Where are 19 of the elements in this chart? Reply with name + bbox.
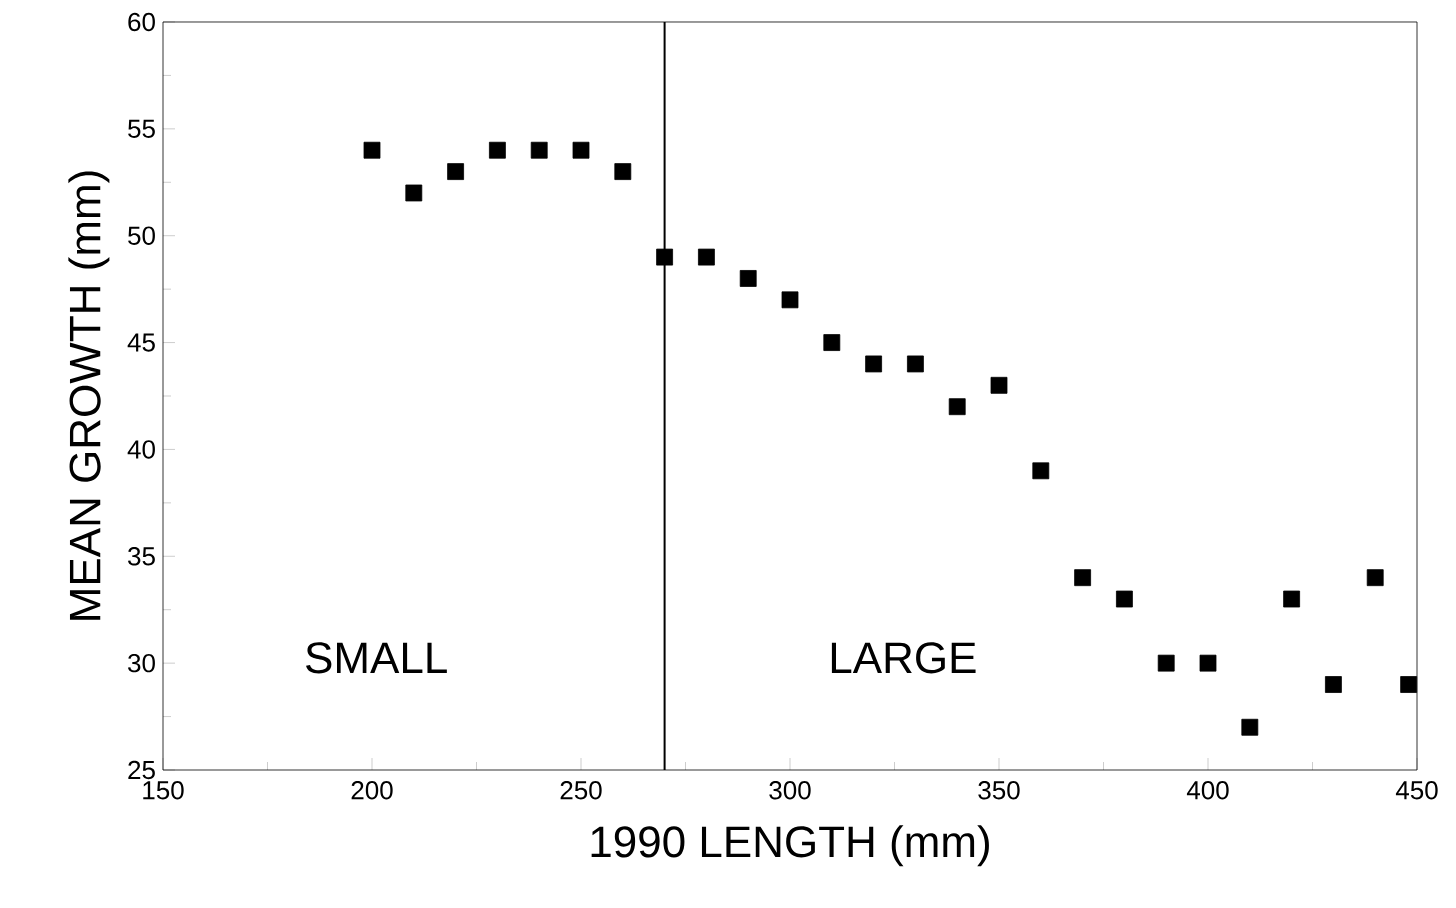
y-axis-title: MEAN GROWTH (mm)	[68, 171, 110, 620]
y-tick-label: 25	[128, 760, 155, 780]
y-tick-label: 60	[128, 12, 155, 32]
y-tick-label: 30	[128, 653, 155, 673]
x-tick-label: 200	[351, 781, 393, 800]
annotation: LARGE	[831, 642, 976, 674]
y-tick-label: 35	[128, 547, 155, 566]
x-axis-title: 1990 LENGTH (mm)	[591, 825, 989, 867]
x-tick-label: 400	[1186, 781, 1229, 800]
x-tick-label: 300	[769, 781, 811, 800]
annotation: SMALL	[306, 642, 447, 674]
x-tick-label: 150	[143, 781, 184, 800]
y-tick-label: 40	[127, 440, 155, 459]
y-tick-label: 45	[127, 333, 155, 352]
x-tick-label: 450	[1395, 781, 1438, 800]
y-tick-label: 50	[128, 226, 155, 245]
x-tick-label: 250	[560, 781, 602, 800]
y-tick-label: 55	[128, 119, 155, 138]
x-tick-label: 350	[978, 781, 1020, 800]
